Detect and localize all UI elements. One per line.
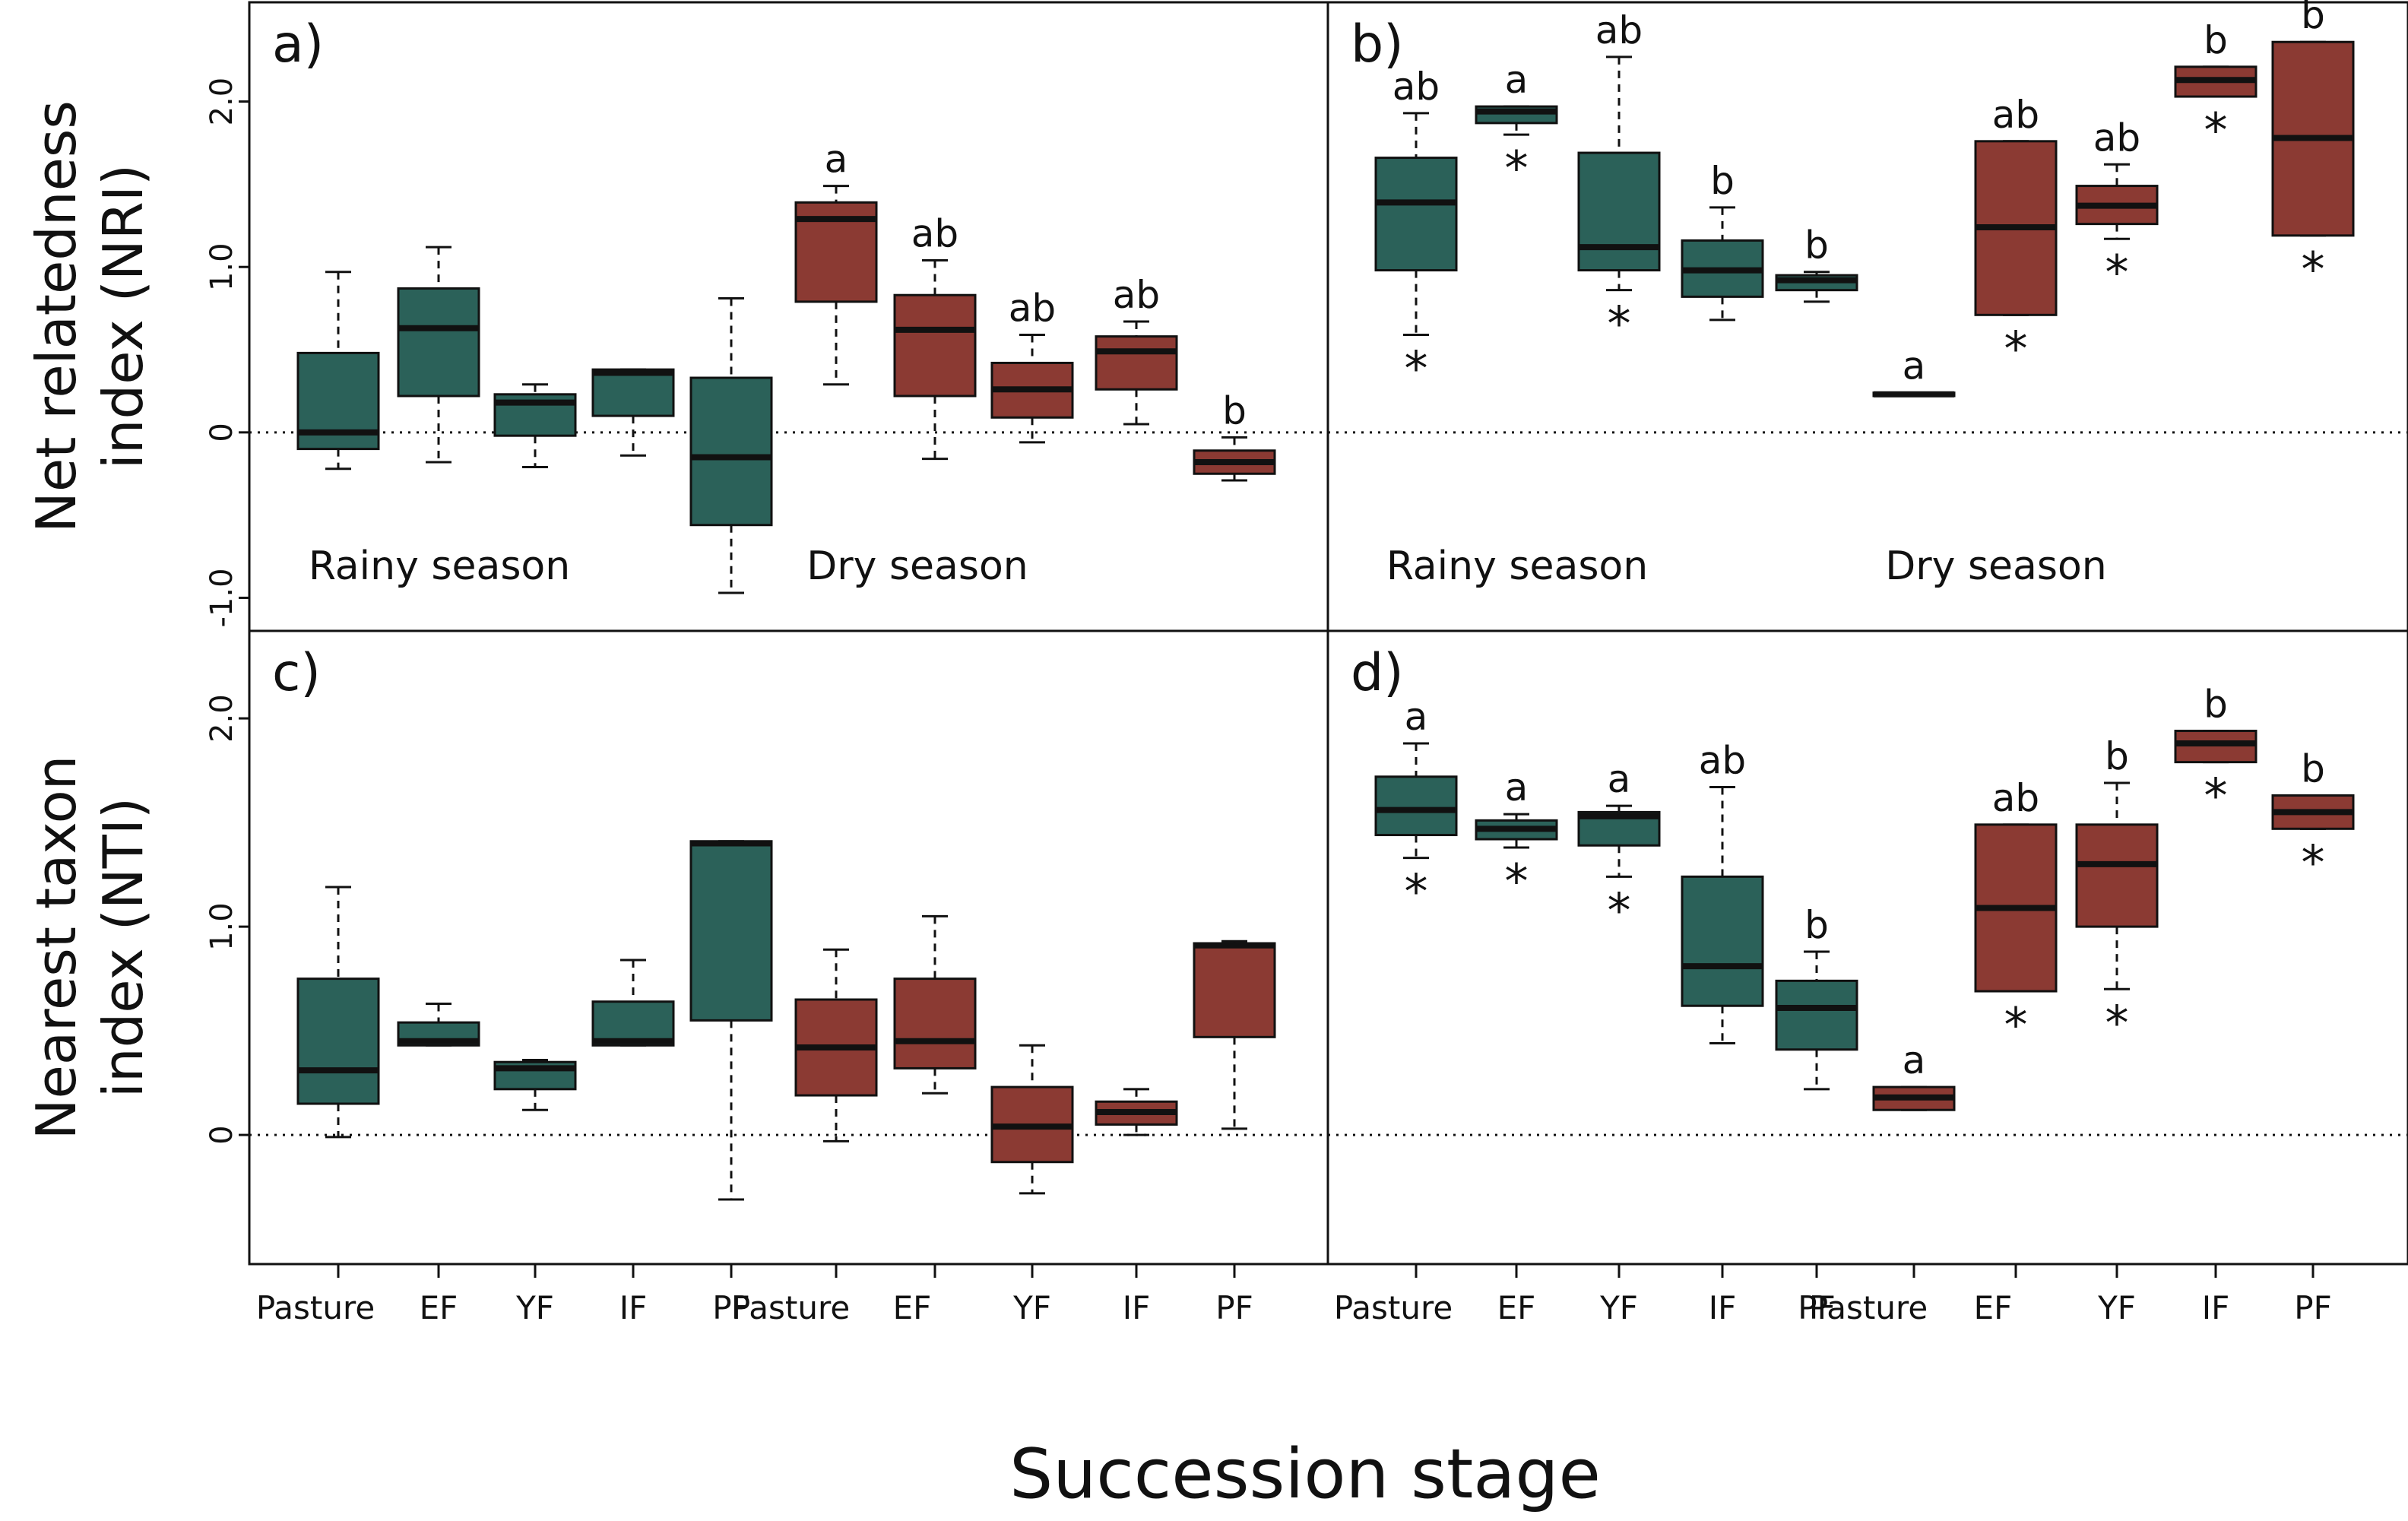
- x-axis-title: Succession stage: [1009, 1434, 1601, 1514]
- significance-star: *: [2004, 321, 2028, 376]
- panel-label: a): [272, 14, 324, 74]
- significance-star: *: [2204, 103, 2228, 158]
- x-tick-label: YF: [1599, 1289, 1638, 1326]
- significance-letter: ab: [1393, 65, 1440, 109]
- significance-star: *: [1608, 882, 1631, 938]
- significance-star: *: [2105, 995, 2129, 1050]
- significance-letter: ab: [1009, 286, 1056, 330]
- season-label-dry: Dry season: [1885, 543, 2107, 589]
- box: [1374, 775, 1458, 837]
- significance-star: *: [1405, 341, 1428, 396]
- x-tick-label: EF: [420, 1289, 458, 1326]
- x-tick-label: Pasture: [256, 1289, 375, 1326]
- significance-letter: ab: [911, 212, 958, 256]
- x-tick-label: EF: [1974, 1289, 2013, 1326]
- x-tick-label: YF: [1012, 1289, 1051, 1326]
- y-axis-title-line1: Nearest taxon: [24, 756, 88, 1140]
- panel-frame: [1326, 629, 2408, 1266]
- y-tick-label: 0: [204, 423, 239, 442]
- y-tick-label: -1.0: [204, 568, 239, 627]
- y-axis-title-line2: index (NRI): [91, 164, 155, 469]
- x-tick-label: YF: [2097, 1289, 2136, 1326]
- panel-label: d): [1351, 643, 1404, 703]
- significance-letter: b: [2204, 18, 2228, 62]
- x-tick-label: IF: [619, 1289, 648, 1326]
- box: [1095, 335, 1178, 391]
- x-tick-label: PF: [712, 1289, 750, 1326]
- box: [689, 840, 773, 1022]
- box: [591, 368, 675, 417]
- y-tick-label: 1.0: [204, 242, 239, 291]
- box: [689, 376, 773, 527]
- box: [1374, 157, 1458, 272]
- y-tick-label: 0: [204, 1125, 239, 1144]
- box: [296, 978, 380, 1105]
- plot-layer: -1.0 0 1.0 2.0 Net relatedness index (NRI) 0 1.…: [24, 0, 2408, 1326]
- x-tick-label: PF: [2294, 1289, 2332, 1326]
- significance-letter: b: [2105, 734, 2129, 778]
- significance-letter: b: [1222, 388, 1247, 433]
- significance-letter: ab: [1113, 273, 1160, 317]
- significance-letter: b: [2301, 0, 2325, 37]
- significance-star: *: [2204, 768, 2228, 824]
- box: [893, 293, 977, 398]
- x-tick-label: Pasture: [1809, 1289, 1928, 1326]
- significance-star: *: [2105, 245, 2129, 300]
- y-axis-title-line2: index (NTI): [91, 797, 155, 1098]
- x-tick-label: Pasture: [1334, 1289, 1453, 1326]
- x-tick-label: YF: [515, 1289, 554, 1326]
- box: [893, 978, 977, 1069]
- significance-letter: a: [825, 138, 848, 182]
- significance-letter: b: [1804, 223, 1829, 268]
- panel-label: c): [272, 643, 321, 703]
- x-tick-label: PF: [1798, 1289, 1836, 1326]
- significance-letter: ab: [1992, 776, 2039, 820]
- significance-star: *: [2004, 997, 2028, 1053]
- significance-letter: b: [2204, 683, 2228, 727]
- significance-star: *: [2302, 242, 2325, 297]
- significance-letter: ab: [1595, 8, 1643, 52]
- x-tick-label: IF: [1709, 1289, 1737, 1326]
- significance-star: *: [2302, 835, 2325, 890]
- significance-letter: a: [1405, 695, 1428, 739]
- significance-letter: ab: [1992, 93, 2039, 137]
- y-tick-label: 2.0: [204, 78, 239, 126]
- significance-letter: a: [1903, 344, 1926, 388]
- season-label-rainy: Rainy season: [1386, 543, 1648, 589]
- box: [397, 287, 480, 398]
- box: [1193, 942, 1276, 1038]
- significance-star: *: [1405, 864, 1428, 920]
- box: [591, 1000, 675, 1047]
- x-tick-label: IF: [1123, 1289, 1151, 1326]
- significance-letter: a: [1505, 58, 1529, 102]
- significance-letter: ab: [2093, 116, 2140, 160]
- significance-letter: b: [2301, 746, 2325, 791]
- box: [1577, 151, 1661, 272]
- significance-letter: a: [1903, 1038, 1926, 1082]
- box: [2174, 730, 2258, 764]
- panel-label: b): [1351, 14, 1404, 74]
- x-tick-label: EF: [893, 1289, 932, 1326]
- season-label-rainy: Rainy season: [309, 543, 570, 589]
- x-tick-label: Pasture: [731, 1289, 850, 1326]
- box: [1775, 979, 1858, 1051]
- y-tick-label: 2.0: [204, 694, 239, 743]
- y-axis-title-line1: Net relatedness: [24, 100, 88, 533]
- significance-letter: a: [1505, 765, 1529, 810]
- significance-letter: b: [1710, 159, 1735, 203]
- significance-star: *: [1608, 296, 1631, 352]
- x-tick-label: PF: [1215, 1289, 1253, 1326]
- significance-star: *: [1505, 141, 1529, 196]
- significance-letter: ab: [1699, 739, 1746, 783]
- significance-star: *: [1505, 854, 1529, 909]
- box: [2075, 823, 2159, 928]
- box: [1681, 875, 1764, 1007]
- significance-letter: b: [1804, 903, 1829, 947]
- significance-letter: a: [1608, 757, 1631, 801]
- y-tick-label: 1.0: [204, 902, 239, 951]
- x-tick-label: EF: [1497, 1289, 1536, 1326]
- x-tick-label: IF: [2202, 1289, 2230, 1326]
- season-label-dry: Dry season: [806, 543, 1028, 589]
